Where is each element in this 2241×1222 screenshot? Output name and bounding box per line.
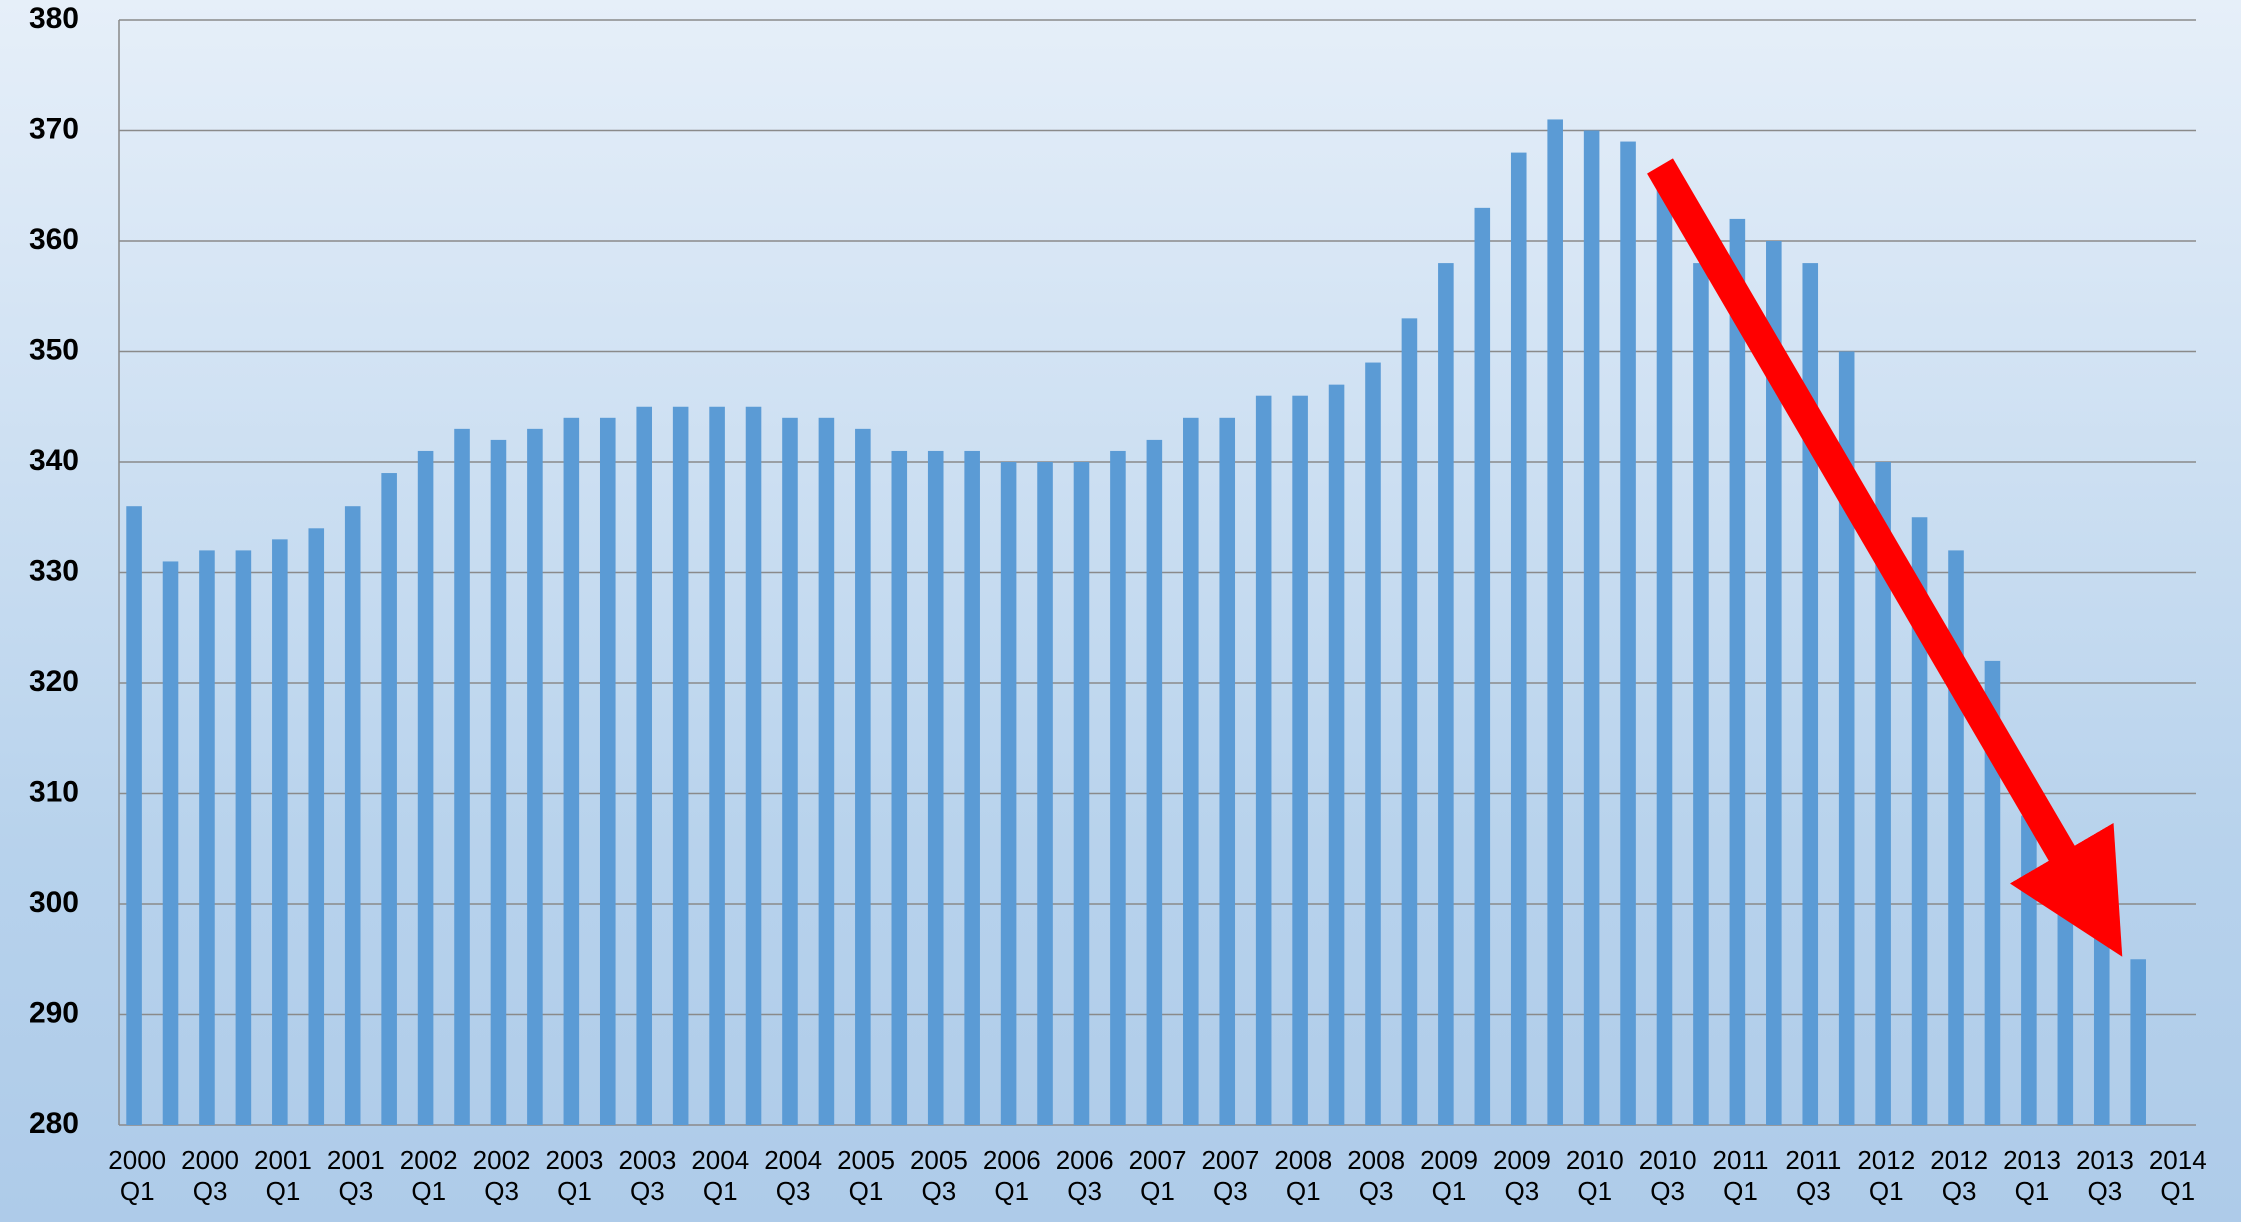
bar [1583, 130, 1600, 1125]
x-tick-label: 2008 Q3 [1347, 1145, 1406, 1206]
bar [199, 550, 215, 1125]
y-tick-label: 310 [29, 775, 79, 808]
bar [1911, 517, 1928, 1125]
x-tick-label: 2000 Q1 [108, 1145, 167, 1206]
y-tick-label: 320 [29, 665, 79, 698]
bar [308, 528, 325, 1125]
bar [1183, 417, 1199, 1125]
x-tick-label: 2006 Q1 [982, 1145, 1041, 1206]
bar [745, 406, 762, 1125]
bar [599, 417, 616, 1125]
bar [1838, 351, 1855, 1125]
y-tick-label: 280 [29, 1107, 79, 1140]
bar [1620, 141, 1636, 1126]
x-tick-label: 2012 Q3 [1930, 1145, 1989, 1206]
bar [1000, 462, 1017, 1125]
bar [1802, 263, 1819, 1126]
bar [454, 428, 470, 1126]
x-tick-label: 2001 Q3 [326, 1145, 385, 1206]
bar [527, 428, 543, 1126]
x-tick-label: 2011 Q1 [1712, 1145, 1769, 1206]
bar [1547, 119, 1563, 1125]
y-tick-label: 340 [29, 444, 79, 477]
x-tick-label: 2002 Q1 [399, 1145, 458, 1206]
bar [2130, 959, 2146, 1125]
x-tick-label: 2007 Q3 [1201, 1145, 1260, 1206]
x-tick-label: 2003 Q1 [545, 1145, 604, 1206]
bar [927, 450, 944, 1125]
x-tick-label: 2008 Q1 [1274, 1145, 1333, 1206]
bar [381, 473, 397, 1125]
bar [1146, 439, 1163, 1125]
x-tick-label: 2004 Q1 [691, 1145, 750, 1206]
x-tick-label: 2005 Q3 [909, 1145, 968, 1206]
bar [1219, 417, 1236, 1125]
bar [2093, 904, 2110, 1125]
x-tick-label: 2011 Q3 [1785, 1145, 1842, 1206]
x-tick-label: 2010 Q1 [1565, 1145, 1624, 1206]
y-tick-label: 370 [29, 112, 79, 145]
x-tick-label: 2012 Q1 [1857, 1145, 1916, 1206]
trend-arrow [1647, 158, 2123, 957]
bar [1365, 362, 1381, 1125]
bar [1693, 263, 1709, 1126]
bar [1875, 462, 1891, 1125]
bar [417, 450, 434, 1125]
bar [1328, 384, 1345, 1125]
x-tick-label: 2014 Q1 [2148, 1145, 2207, 1206]
bar [272, 539, 288, 1125]
x-tick-label: 2003 Q3 [618, 1145, 677, 1206]
bar [1073, 462, 1090, 1125]
y-tick-label: 350 [29, 333, 79, 366]
bar [1110, 450, 1126, 1125]
bar [235, 550, 252, 1125]
x-tick-label: 2009 Q1 [1420, 1145, 1478, 1206]
bar [344, 506, 361, 1125]
x-tick-label: 2000 Q3 [181, 1145, 240, 1206]
bar [126, 506, 142, 1125]
bar [1292, 395, 1308, 1125]
x-tick-label: 2010 Q3 [1638, 1145, 1697, 1206]
bar [1438, 263, 1454, 1126]
x-tick-label: 2004 Q3 [764, 1145, 823, 1206]
x-tick-label: 2007 Q1 [1128, 1145, 1187, 1206]
bar [1656, 185, 1673, 1125]
bar [563, 417, 580, 1125]
bar [1037, 462, 1053, 1125]
bar [672, 406, 689, 1125]
y-tick-label: 330 [29, 554, 79, 587]
y-tick-label: 360 [29, 223, 79, 256]
bar [1401, 318, 1418, 1126]
x-tick-label: 2005 Q1 [837, 1145, 895, 1206]
plot: 280 290 300 310 320 330 340 350 360 370 380 [29, 2, 2196, 1140]
y-tick-label: 380 [29, 2, 79, 35]
bar [490, 439, 507, 1125]
bar [709, 406, 725, 1125]
bar [855, 428, 871, 1126]
x-tick-label: 2013 Q3 [2075, 1145, 2134, 1206]
x-tick-label: 2002 Q3 [472, 1145, 531, 1206]
bar [1255, 395, 1272, 1125]
x-tick-label: 2006 Q3 [1055, 1145, 1114, 1206]
bar [1766, 241, 1782, 1125]
bar [1729, 218, 1746, 1125]
x-tick-label: 2001 Q1 [254, 1145, 312, 1206]
bar [782, 417, 798, 1125]
bar [636, 406, 653, 1125]
bar [162, 561, 179, 1125]
bar [2021, 815, 2037, 1125]
x-tick-label: 2013 Q1 [2003, 1145, 2061, 1206]
bar [964, 450, 980, 1125]
bar [1510, 152, 1527, 1126]
bar [1984, 660, 2001, 1125]
y-tick-label: 300 [29, 886, 79, 919]
bar [1474, 207, 1491, 1126]
bar [891, 450, 908, 1125]
bar [818, 417, 835, 1125]
x-tick-label: 2009 Q3 [1492, 1145, 1551, 1206]
y-tick-label: 290 [29, 996, 79, 1029]
